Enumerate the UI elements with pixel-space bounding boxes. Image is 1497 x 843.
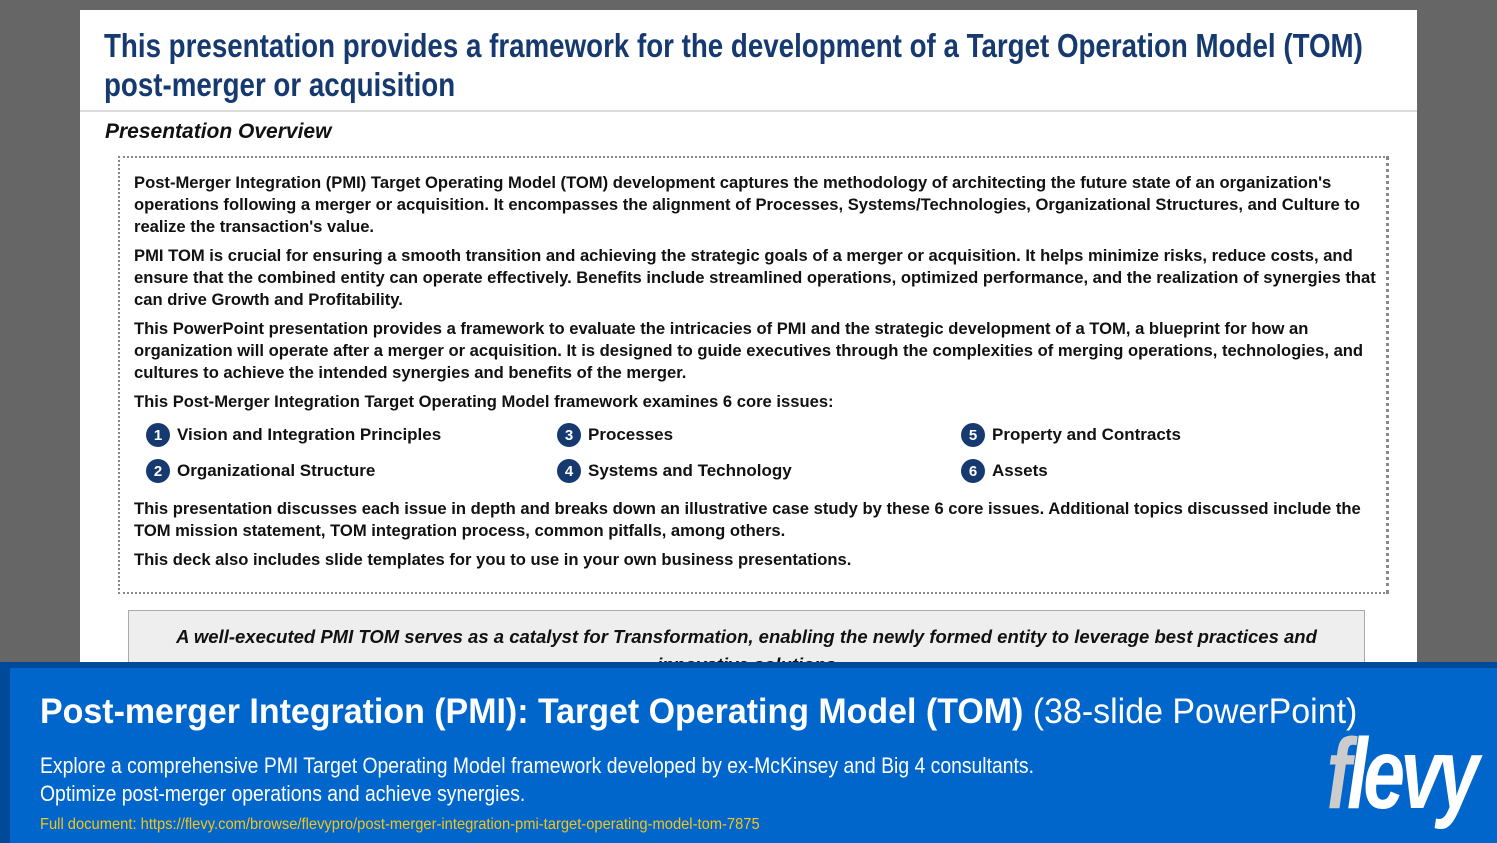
number-badge: 3 xyxy=(557,423,581,447)
section-heading: Presentation Overview xyxy=(105,120,332,143)
paragraph: This presentation discusses each issue i… xyxy=(134,499,1361,540)
callout-box: A well-executed PMI TOM serves as a cata… xyxy=(128,610,1365,670)
issue-label: Organizational Structure xyxy=(177,461,376,480)
paragraph: This Post-Merger Integration Target Oper… xyxy=(134,392,834,411)
issue-item: 3 Processes xyxy=(557,423,673,447)
number-badge: 6 xyxy=(961,459,985,483)
divider xyxy=(80,110,1417,112)
issue-item: 5 Property and Contracts xyxy=(961,423,1181,447)
banner-title-main: Post-merger Integration (PMI): Target Op… xyxy=(40,692,1024,731)
flevy-logo: flevy xyxy=(1326,718,1480,830)
banner-title-suffix: (38-slide PowerPoint) xyxy=(1032,692,1358,731)
number-badge: 2 xyxy=(146,459,170,483)
issue-label: Systems and Technology xyxy=(588,461,792,480)
issue-label: Property and Contracts xyxy=(992,425,1181,444)
slide-title: This presentation provides a framework f… xyxy=(104,26,1364,104)
issue-item: 6 Assets xyxy=(961,459,1048,483)
slide: This presentation provides a framework f… xyxy=(80,10,1417,670)
number-badge: 1 xyxy=(146,423,170,447)
issue-item: 2 Organizational Structure xyxy=(146,459,375,483)
promo-banner: Post-merger Integration (PMI): Target Op… xyxy=(0,662,1497,843)
paragraph: PMI TOM is crucial for ensuring a smooth… xyxy=(134,246,1376,309)
number-badge: 4 xyxy=(557,459,581,483)
full-document-link[interactable]: Full document: https://flevy.com/browse/… xyxy=(40,816,760,833)
paragraph: Post-Merger Integration (PMI) Target Ope… xyxy=(134,173,1361,236)
desc-line: Optimize post-merger operations and achi… xyxy=(40,781,526,806)
issue-item: 1 Vision and Integration Principles xyxy=(146,423,441,447)
title-line: post-merger or acquisition xyxy=(104,66,456,103)
paragraph: This deck also includes slide templates … xyxy=(134,550,852,569)
issue-label: Vision and Integration Principles xyxy=(177,425,442,444)
number-badge: 5 xyxy=(961,423,985,447)
overview-box: Post-Merger Integration (PMI) Target Ope… xyxy=(118,156,1389,594)
title-line: This presentation provides a framework f… xyxy=(104,27,1363,64)
banner-title: Post-merger Integration (PMI): Target Op… xyxy=(40,692,1357,732)
issue-label: Assets xyxy=(992,461,1048,480)
issue-label: Processes xyxy=(588,425,674,444)
desc-line: Explore a comprehensive PMI Target Opera… xyxy=(40,753,1034,778)
paragraph: This PowerPoint presentation provides a … xyxy=(134,319,1364,382)
issue-item: 4 Systems and Technology xyxy=(557,459,792,483)
banner-description: Explore a comprehensive PMI Target Opera… xyxy=(40,752,1034,808)
